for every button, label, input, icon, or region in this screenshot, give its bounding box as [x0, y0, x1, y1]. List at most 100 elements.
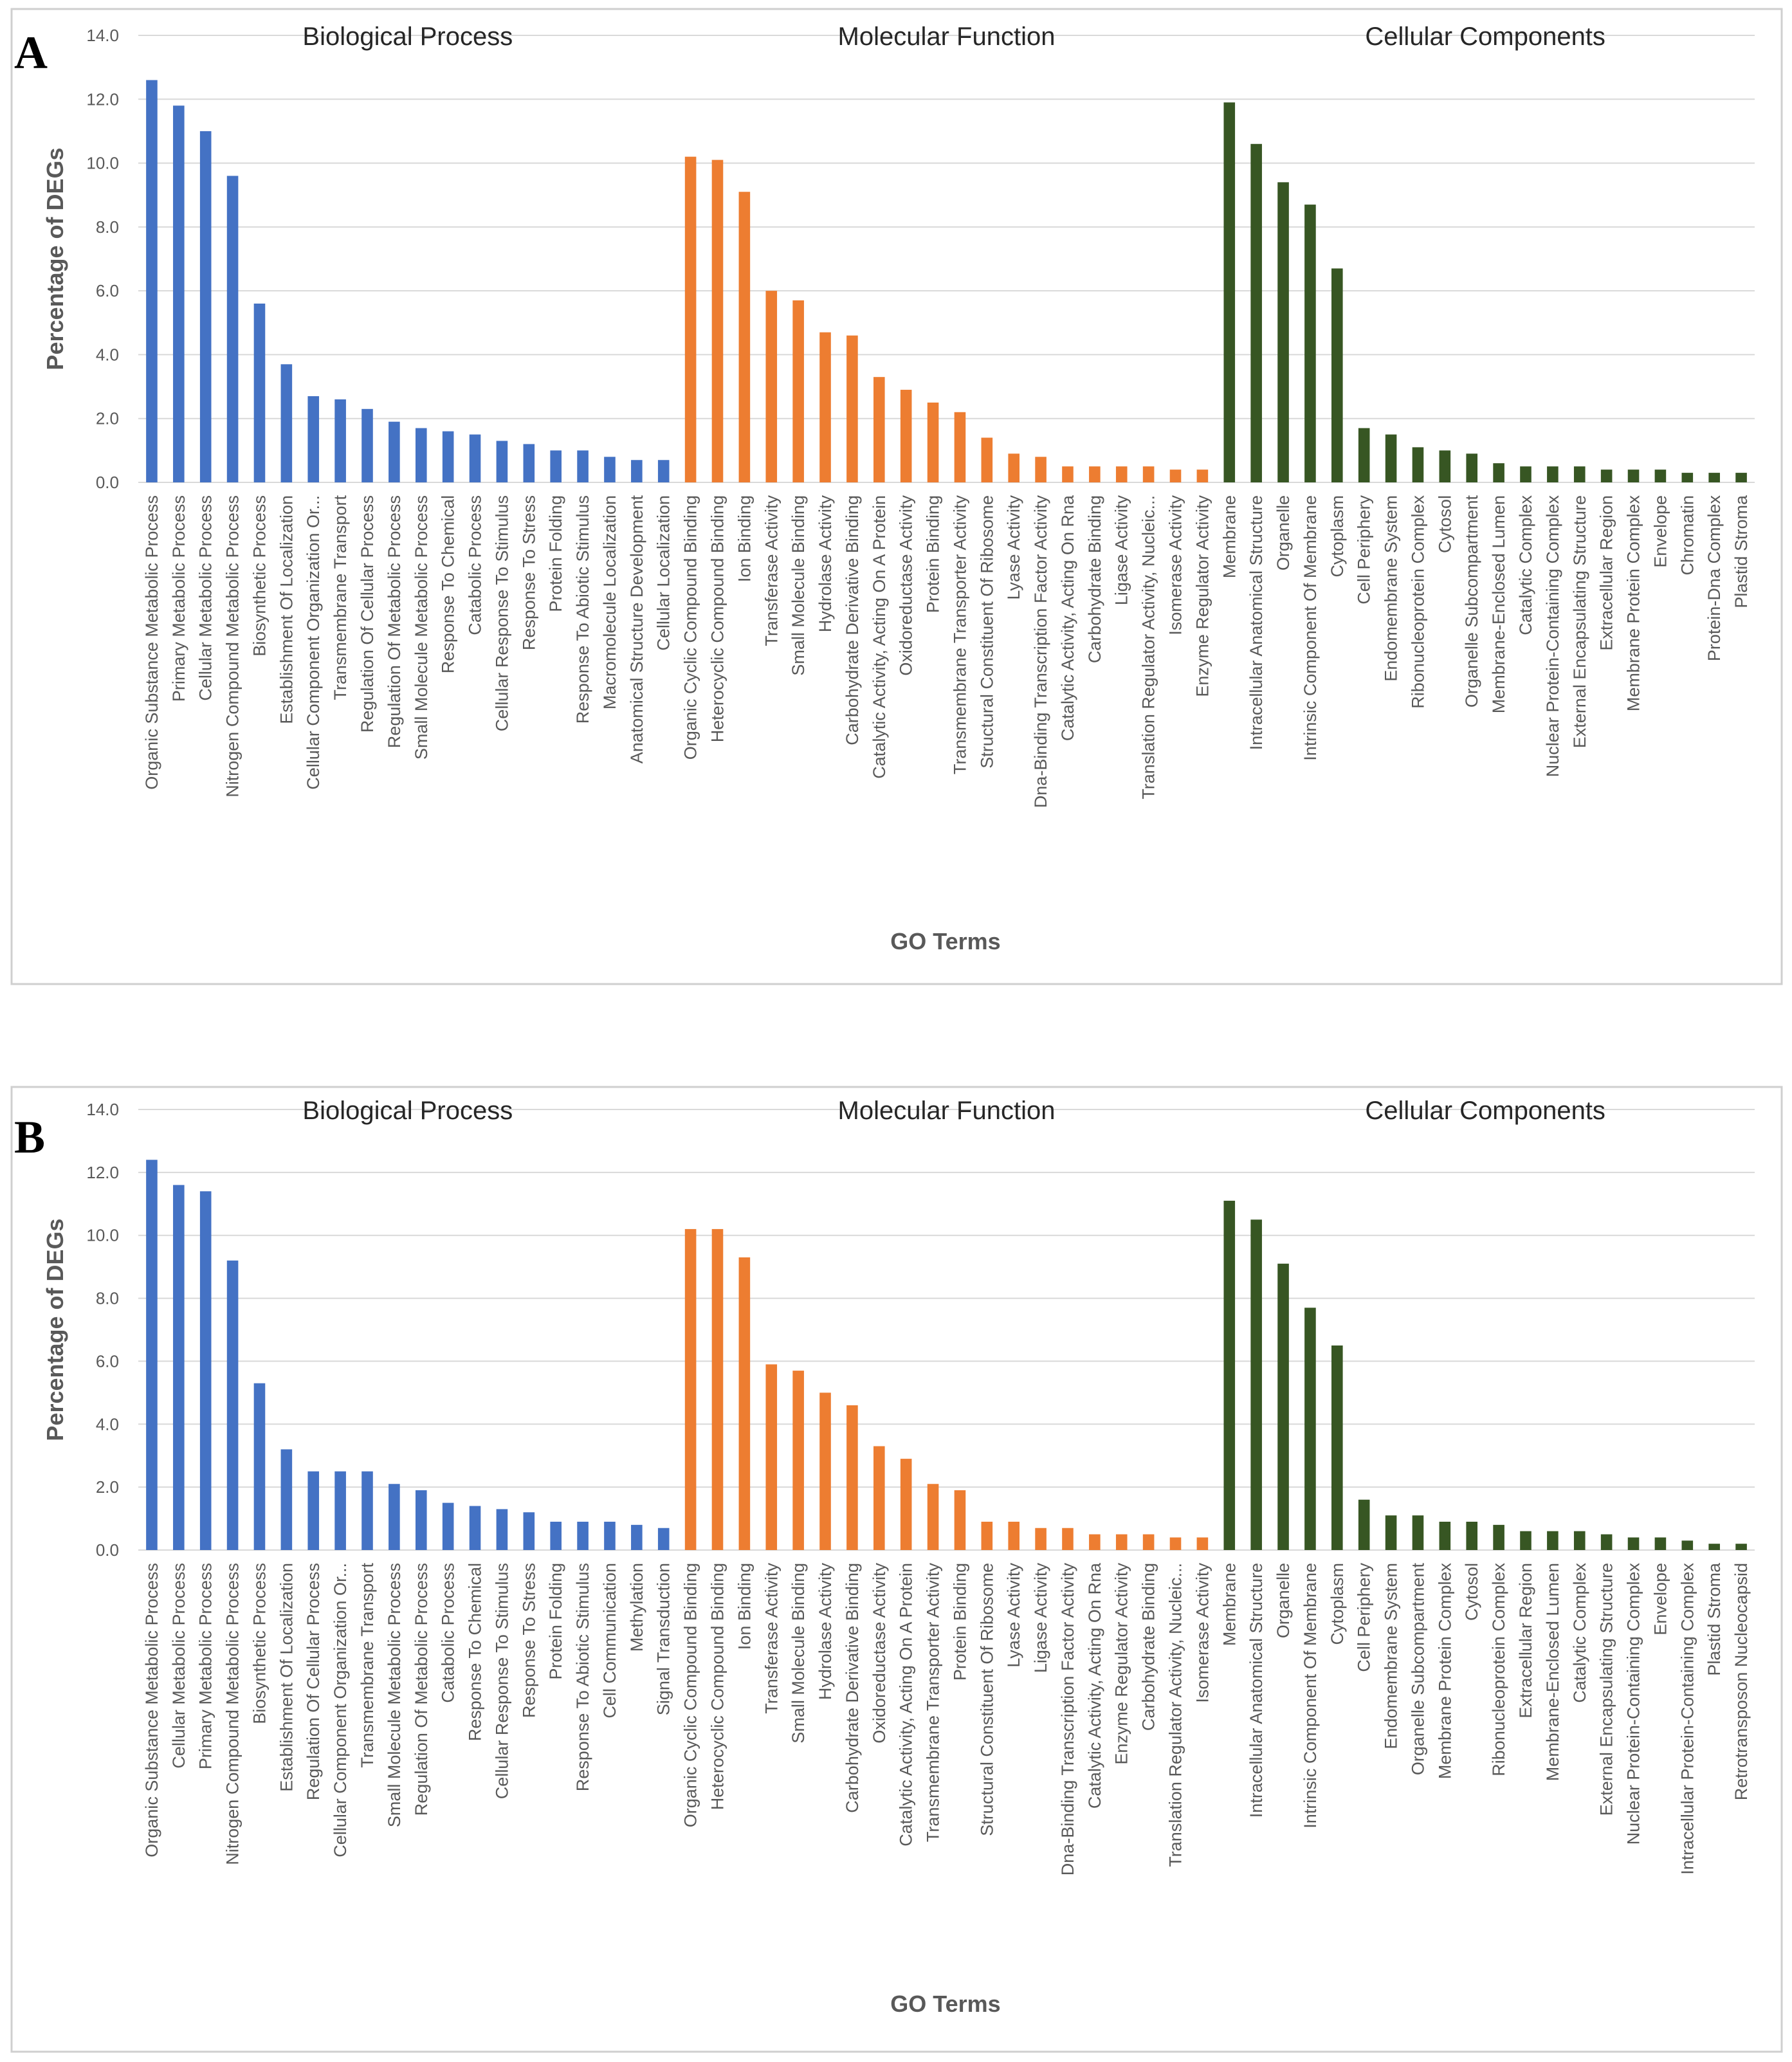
bar: [1196, 470, 1209, 482]
y-tick-label: 4.0: [96, 345, 119, 364]
bar: [1223, 102, 1236, 482]
bar: [927, 402, 939, 482]
bar: [226, 1260, 239, 1550]
bar: [873, 377, 885, 482]
category-label: Cellular Component Organization Or...: [331, 1563, 350, 1857]
y-tick-label: 14.0: [86, 26, 119, 45]
category-label: Membrane Protein Complex: [1624, 495, 1643, 712]
bar: [146, 1160, 158, 1550]
x-axis-title: GO Terms: [890, 928, 1000, 954]
category-label: Extracellular Region: [1516, 1563, 1535, 1719]
category-label: Isomerase Activity: [1166, 495, 1185, 635]
category-label: Chromatin: [1678, 495, 1697, 576]
bar: [765, 291, 778, 482]
category-label: Intrinsic Component Of Membrane: [1301, 1563, 1320, 1829]
bar: [657, 1528, 670, 1550]
series-title: Biological Process: [302, 23, 513, 51]
bar: [684, 156, 697, 482]
category-label: Small Molecule Metabolic Process: [385, 1563, 404, 1827]
bar: [415, 428, 427, 482]
bar: [711, 160, 724, 482]
category-label: Ribonucleoprotein Complex: [1489, 1563, 1508, 1776]
category-label: Methylation: [627, 1563, 646, 1652]
category-label: Extracellular Region: [1597, 495, 1616, 651]
bar: [415, 1490, 427, 1550]
category-label: Macromolecule Localization: [600, 495, 619, 709]
bar: [1035, 1528, 1047, 1550]
bar: [1681, 1540, 1694, 1550]
category-label: Heterocyclic Compound Binding: [708, 1563, 727, 1810]
bar: [1439, 1521, 1451, 1550]
category-label: Dna-Binding Transcription Factor Activit…: [1031, 495, 1050, 808]
bar: [1331, 268, 1343, 482]
bar: [631, 460, 643, 482]
bar: [1385, 434, 1397, 482]
category-label: Organic Substance Metabolic Process: [142, 495, 161, 790]
category-label: Organic Substance Metabolic Process: [142, 1563, 161, 1857]
bar: [900, 1459, 912, 1550]
category-label: Cell Periphery: [1355, 1563, 1374, 1672]
bar: [496, 441, 508, 482]
category-label: Organelle: [1274, 495, 1293, 570]
bar: [1654, 1537, 1667, 1550]
bar: [307, 396, 320, 482]
category-label: Regulation Of Cellular Process: [304, 1563, 323, 1800]
bar: [1466, 453, 1478, 482]
category-label: Nuclear Protein-Containing Complex: [1624, 1563, 1643, 1845]
category-label: Establishment Of Localization: [277, 495, 296, 724]
bar: [1708, 473, 1720, 482]
category-label: Cellular Response To Stimulus: [492, 1563, 511, 1799]
category-label: Regulation Of Cellular Process: [358, 495, 377, 733]
bar: [631, 1524, 643, 1550]
category-label: Response To Chemical: [466, 1563, 485, 1741]
bar: [173, 1185, 185, 1550]
bar: [846, 335, 858, 482]
category-label: Catalytic Activity, Acting On A Protein: [897, 1563, 916, 1847]
bar: [1627, 470, 1640, 482]
category-label: Oxidoreductase Activity: [897, 495, 916, 676]
bar: [1358, 1499, 1370, 1550]
bar: [280, 364, 293, 482]
y-tick-label: 8.0: [96, 217, 119, 237]
category-label: Plastid Stroma: [1732, 495, 1751, 608]
category-label: Small Molecule Metabolic Process: [412, 495, 431, 760]
category-label: Regulation Of Metabolic Process: [412, 1563, 431, 1816]
category-label: Lyase Activity: [1004, 495, 1023, 600]
bar: [1169, 470, 1182, 482]
bar: [199, 1191, 212, 1550]
bar: [253, 304, 266, 482]
category-label: Organelle: [1274, 1563, 1293, 1638]
bar: [361, 1471, 373, 1550]
bar: [738, 1257, 751, 1550]
y-tick-label: 12.0: [86, 89, 119, 109]
category-label: Protein Binding: [950, 1563, 969, 1681]
category-label: Ion Binding: [735, 495, 754, 582]
bar: [389, 421, 400, 482]
category-label: Intracellular Anatomical Structure: [1247, 1563, 1266, 1818]
y-tick-label: 0.0: [96, 473, 119, 492]
bar: [1520, 1531, 1531, 1550]
bar: [442, 431, 454, 482]
category-label: Organelle Subcompartment: [1462, 495, 1481, 708]
category-label: Protein Folding: [546, 1563, 565, 1680]
bar: [1600, 1534, 1613, 1550]
bar: [550, 450, 562, 482]
category-label: Envelope: [1650, 495, 1670, 568]
category-label: Biosynthetic Process: [250, 495, 269, 657]
panel-letter: A: [14, 27, 48, 78]
category-label: Structural Constituent Of Ribosome: [977, 1563, 996, 1836]
bar: [657, 460, 670, 482]
bar: [792, 300, 804, 482]
bar: [1304, 205, 1316, 482]
category-label: Membrane-Enclosed Lumen: [1543, 1563, 1562, 1781]
bar: [1304, 1308, 1316, 1550]
category-label: Response To Abiotic Stimulus: [573, 495, 592, 724]
bar: [1385, 1515, 1397, 1550]
category-label: Membrane Protein Complex: [1435, 1563, 1454, 1780]
bar: [873, 1446, 885, 1550]
category-label: Carbohydrate Derivative Binding: [843, 495, 862, 745]
bar: [334, 1471, 346, 1550]
category-label: Regulation Of Metabolic Process: [385, 495, 404, 748]
bar: [1547, 1531, 1559, 1550]
